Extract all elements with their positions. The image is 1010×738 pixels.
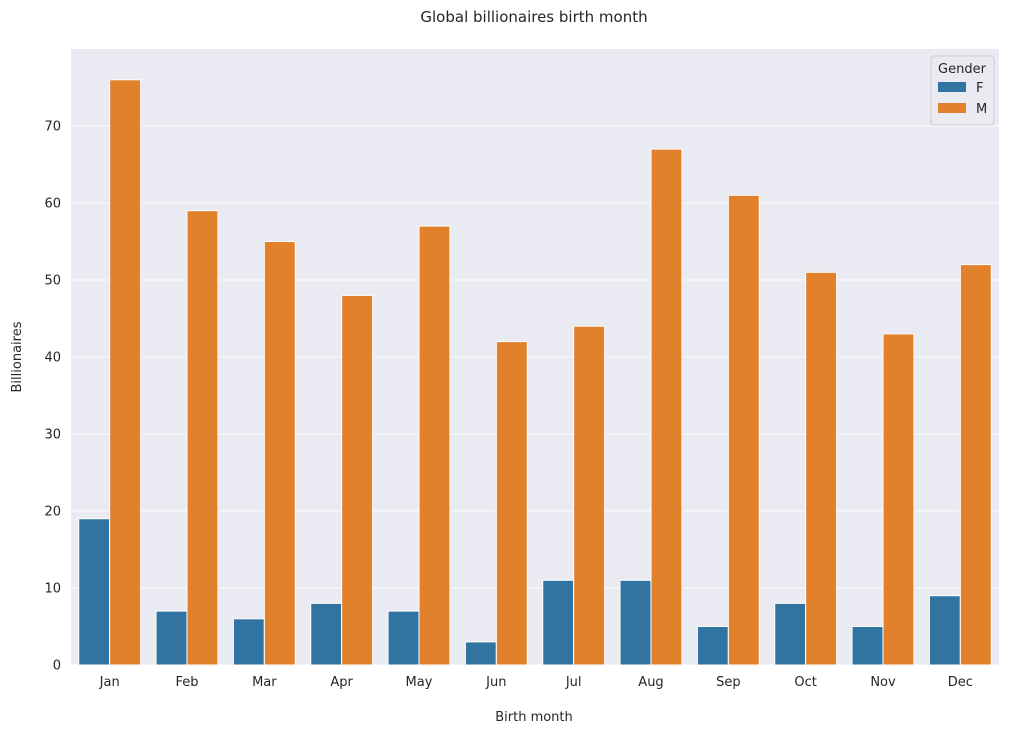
bar-m-aug [650, 148, 683, 666]
bar-m-feb [186, 210, 219, 666]
legend-label-m: M [976, 102, 987, 117]
y-tick-label: 40 [44, 351, 61, 366]
bar-f-nov [851, 626, 884, 666]
y-tick-label: 20 [44, 505, 61, 520]
x-tick-label: Jun [485, 675, 506, 690]
x-tick-label: Nov [870, 675, 896, 690]
bar-m-dec [959, 264, 992, 666]
legend-swatch-m [938, 103, 966, 113]
bar-f-apr [310, 602, 343, 666]
x-tick-label: Feb [175, 675, 198, 690]
x-axis-ticks: Jan Feb Mar Apr May Jun Jul Aug Sep Oct Nov Dec [99, 675, 973, 690]
legend-label-f: F [976, 81, 983, 96]
bar-m-jul [573, 325, 606, 666]
bar-f-sep [696, 626, 729, 666]
x-axis-label: Birth month [495, 710, 573, 725]
bar-f-may [387, 610, 420, 666]
bar-f-dec [928, 595, 961, 666]
bar-m-oct [805, 271, 838, 666]
legend: Gender FM [930, 55, 995, 126]
bar-m-jun [495, 341, 528, 666]
x-tick-label: Apr [330, 675, 353, 690]
y-axis-ticks: 0 10 20 30 40 50 60 70 [44, 120, 61, 674]
x-tick-label: Dec [948, 675, 973, 690]
y-tick-label: 10 [44, 582, 61, 597]
bar-m-mar [263, 241, 296, 666]
x-tick-label: Sep [716, 675, 741, 690]
legend-title: Gender [938, 62, 987, 77]
x-tick-label: Jan [99, 675, 120, 690]
x-tick-label: May [406, 675, 433, 690]
bar-f-jun [464, 641, 497, 666]
x-tick-label: Mar [252, 675, 277, 690]
bar-m-apr [341, 294, 374, 666]
bar-f-jan [78, 518, 111, 666]
bar-m-jan [109, 79, 142, 666]
bar-f-aug [619, 579, 652, 666]
bar-f-feb [155, 610, 188, 666]
x-tick-label: Aug [638, 675, 663, 690]
bars-group [78, 79, 992, 666]
chart-title: Global billionaires birth month [420, 8, 647, 26]
legend-swatch-f [938, 82, 966, 92]
y-tick-label: 70 [44, 120, 61, 135]
grid-lines [71, 125, 999, 666]
legend-items: FM [938, 81, 987, 117]
y-axis-label: Billionaires [10, 321, 25, 392]
bar-f-oct [774, 602, 807, 666]
y-tick-label: 30 [44, 428, 61, 443]
bar-m-sep [727, 194, 760, 666]
y-tick-label: 0 [53, 659, 61, 674]
bar-m-may [418, 225, 451, 666]
y-tick-label: 60 [44, 197, 61, 212]
x-tick-label: Jul [565, 675, 582, 690]
bar-f-mar [232, 618, 265, 666]
x-tick-label: Oct [794, 675, 816, 690]
bar-m-nov [882, 333, 915, 666]
y-tick-label: 50 [44, 274, 61, 289]
bar-f-jul [542, 579, 575, 666]
